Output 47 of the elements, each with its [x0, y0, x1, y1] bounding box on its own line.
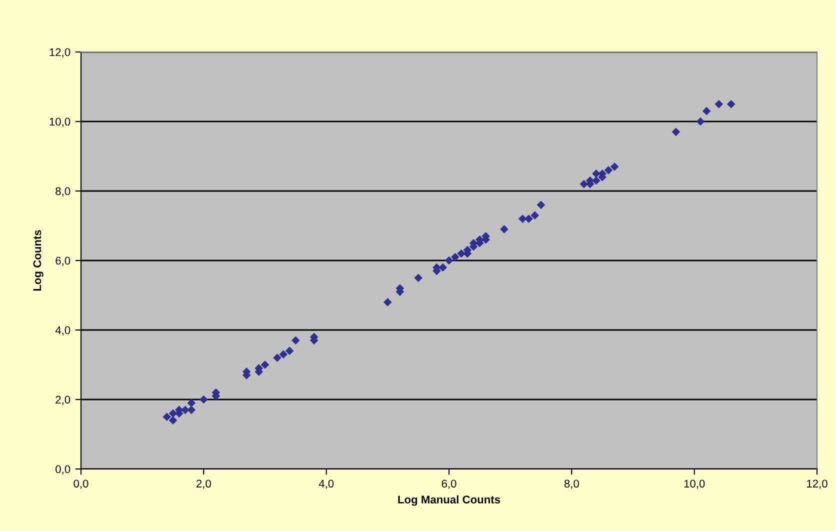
- y-tick-label: 12,0: [50, 48, 70, 58]
- point: [384, 298, 392, 306]
- point: [187, 398, 196, 408]
- x-tick-label: 6,0: [442, 480, 456, 489]
- point: [414, 274, 422, 282]
- point: [530, 211, 540, 220]
- point: [168, 409, 178, 418]
- point: [187, 406, 196, 414]
- y-tick-label: 10,0: [50, 118, 70, 127]
- x-tick-label: 12,0: [807, 480, 828, 489]
- point: [702, 106, 711, 116]
- point: [438, 263, 448, 272]
- point: [292, 336, 300, 345]
- point: [592, 169, 600, 178]
- point: [260, 360, 270, 369]
- y-tick-label: 8,0: [56, 187, 70, 196]
- point: [181, 406, 190, 414]
- point: [273, 354, 282, 362]
- point: [500, 225, 508, 234]
- x-axis-title: Log Manual Counts: [398, 495, 500, 506]
- point: [444, 256, 454, 265]
- y-tick-label: 4,0: [55, 326, 70, 336]
- point: [168, 416, 178, 425]
- y-tick-label: 2,0: [56, 396, 70, 405]
- y-tick-label: 0,0: [56, 465, 70, 474]
- point: [518, 214, 527, 223]
- point: [714, 100, 724, 108]
- y-axis-title: Log Counts: [33, 230, 44, 291]
- point: [200, 395, 208, 404]
- x-tick-label: 2,0: [196, 480, 211, 489]
- x-tick-label: 0,0: [74, 480, 88, 489]
- point: [604, 166, 613, 174]
- point: [726, 100, 736, 108]
- x-tick-label: 4,0: [318, 480, 334, 489]
- point: [536, 200, 546, 210]
- point: [162, 412, 172, 422]
- x-tick-label: 8,0: [564, 480, 579, 489]
- point: [450, 252, 460, 262]
- point: [696, 117, 705, 126]
- point: [285, 346, 294, 356]
- point: [610, 162, 619, 171]
- point: [592, 176, 600, 185]
- point: [279, 350, 288, 358]
- point: [524, 214, 533, 223]
- y-tick-label: 6,0: [56, 256, 70, 266]
- point: [672, 128, 680, 136]
- x-tick-label: 10,0: [684, 480, 705, 489]
